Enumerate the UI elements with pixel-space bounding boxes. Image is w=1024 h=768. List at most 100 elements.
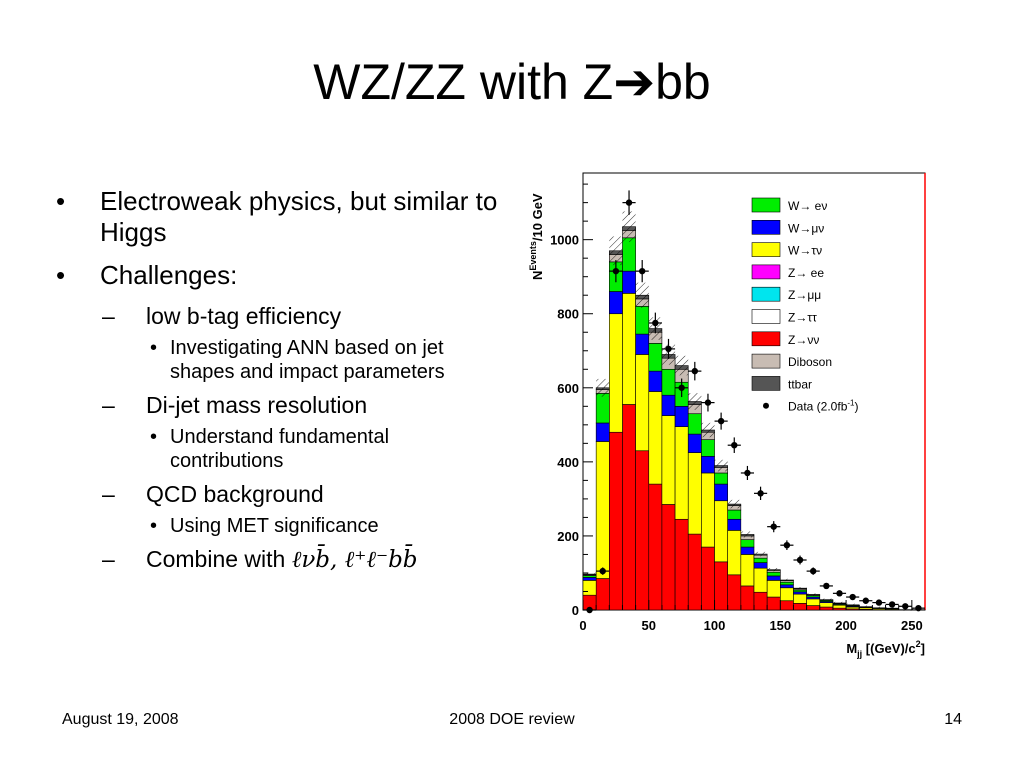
uncertainty-band bbox=[885, 607, 899, 610]
data-point bbox=[599, 567, 606, 575]
bar-segment bbox=[674, 406, 689, 427]
data-point bbox=[836, 590, 843, 597]
bar-segment bbox=[766, 580, 781, 598]
data-point bbox=[809, 567, 817, 575]
bar-segment bbox=[753, 591, 768, 611]
data-point bbox=[652, 319, 659, 327]
bullet-marker: • bbox=[56, 186, 66, 216]
footer-page-number: 14 bbox=[944, 711, 962, 728]
bar-segment bbox=[832, 604, 847, 609]
bar-segment bbox=[753, 557, 768, 563]
bar-segment bbox=[622, 293, 636, 405]
bullet-marker: • bbox=[56, 260, 66, 290]
uncertainty-band bbox=[754, 551, 768, 557]
legend-label: Z→μμ bbox=[788, 288, 821, 302]
uncertainty-band bbox=[583, 572, 597, 576]
legend-swatch bbox=[751, 309, 781, 324]
bar-segment bbox=[687, 413, 702, 435]
slide-title: WZ/ZZ with Z➔bb bbox=[0, 52, 1024, 112]
data-point bbox=[625, 199, 633, 206]
bar-segment bbox=[793, 591, 807, 595]
bar-segment bbox=[793, 593, 807, 604]
uncertainty-band bbox=[635, 282, 649, 308]
data-point bbox=[612, 267, 620, 275]
uncertainty-band bbox=[806, 593, 820, 596]
x-tick-label: 50 bbox=[642, 618, 656, 633]
data-point bbox=[783, 541, 791, 549]
subsub-bullet-met: • Using MET significance bbox=[146, 514, 500, 538]
bullet-marker: • bbox=[150, 515, 158, 537]
x-tick-label: 250 bbox=[901, 618, 923, 633]
uncertainty-band bbox=[609, 236, 623, 266]
uncertainty-band bbox=[793, 587, 807, 590]
y-tick-label: 1000 bbox=[550, 233, 579, 248]
data-point bbox=[717, 417, 725, 425]
bullet-list: • Electroweak physics, but similar to Hi… bbox=[56, 186, 526, 574]
bar-segment bbox=[622, 270, 636, 294]
bar-segment bbox=[648, 370, 663, 392]
data-point bbox=[902, 603, 909, 610]
data-point bbox=[691, 367, 699, 375]
bar-segment bbox=[727, 518, 742, 531]
legend-label: W→ eν bbox=[788, 199, 827, 213]
sub-bullet-btag: – low b-tag efficiency bbox=[102, 303, 526, 330]
bar-segment bbox=[701, 472, 715, 548]
y-tick-label: 0 bbox=[572, 603, 579, 618]
y-tick-label: 200 bbox=[557, 529, 579, 544]
uncertainty-band bbox=[596, 378, 610, 397]
subsub-bullet-text: Using MET significance bbox=[170, 515, 379, 537]
legend-label: Z→ ee bbox=[788, 266, 824, 280]
sub-bullet-text: low b-tag efficiency bbox=[146, 303, 342, 329]
legend-swatch bbox=[751, 219, 781, 235]
data-point bbox=[665, 345, 672, 353]
bar-segment bbox=[806, 598, 821, 606]
legend-swatch bbox=[751, 242, 781, 257]
legend-label: Diboson bbox=[788, 355, 832, 369]
bullet-marker: • bbox=[150, 426, 158, 448]
bullet-electroweak: • Electroweak physics, but similar to Hi… bbox=[56, 186, 526, 248]
legend-swatch bbox=[751, 197, 781, 213]
bar-segment bbox=[687, 533, 702, 611]
data-point bbox=[823, 582, 830, 590]
bar-segment bbox=[819, 602, 834, 608]
histogram-svg: 0 200 400 600 800 1000 0 50 100 150 200 250 NEvents/… bbox=[528, 172, 926, 659]
bar-segment bbox=[806, 605, 821, 611]
bar-segment bbox=[648, 483, 663, 611]
uncertainty-band bbox=[622, 211, 636, 243]
data-point bbox=[731, 441, 738, 449]
data-point bbox=[888, 601, 896, 608]
uncertainty-band bbox=[767, 568, 781, 572]
bar-segment bbox=[674, 426, 689, 520]
subsub-bullet-ann: • Investigating ANN based on jet shapes … bbox=[146, 336, 500, 384]
bar-segment bbox=[595, 578, 610, 611]
bar-segment bbox=[740, 539, 755, 548]
uncertainty-band bbox=[872, 606, 886, 609]
bar-segment bbox=[595, 422, 610, 442]
legend-label: Data (2.0fb-1) bbox=[788, 399, 859, 414]
uncertainty-band bbox=[846, 603, 860, 606]
bar-segment bbox=[622, 237, 636, 272]
sub-bullet-text: QCD background bbox=[146, 481, 324, 507]
bar-segment bbox=[661, 394, 676, 416]
legend-swatch bbox=[751, 286, 781, 302]
bar-segment bbox=[819, 606, 834, 611]
bar-segment bbox=[609, 431, 623, 611]
bar-segment bbox=[714, 561, 728, 611]
x-tick-label: 100 bbox=[704, 618, 726, 633]
sub-bullet-marker: – bbox=[102, 546, 115, 572]
bar-segment bbox=[727, 530, 742, 576]
bar-segment bbox=[648, 391, 663, 485]
sub-bullet-text: Di-jet mass resolution bbox=[146, 392, 368, 418]
bar-segment bbox=[740, 546, 755, 555]
sub-bullet-marker: – bbox=[102, 303, 115, 329]
uncertainty-band bbox=[832, 601, 847, 605]
bar-segment bbox=[635, 306, 650, 335]
bar-segment bbox=[740, 554, 755, 587]
bar-segment bbox=[687, 452, 702, 535]
x-axis-label: Mjj [(GeV)/c2] bbox=[846, 639, 925, 659]
data-point bbox=[757, 490, 764, 497]
bar-segment bbox=[727, 509, 742, 520]
bar-segment bbox=[609, 313, 623, 433]
uncertainty-band bbox=[740, 531, 754, 538]
bar-segment bbox=[622, 404, 636, 611]
